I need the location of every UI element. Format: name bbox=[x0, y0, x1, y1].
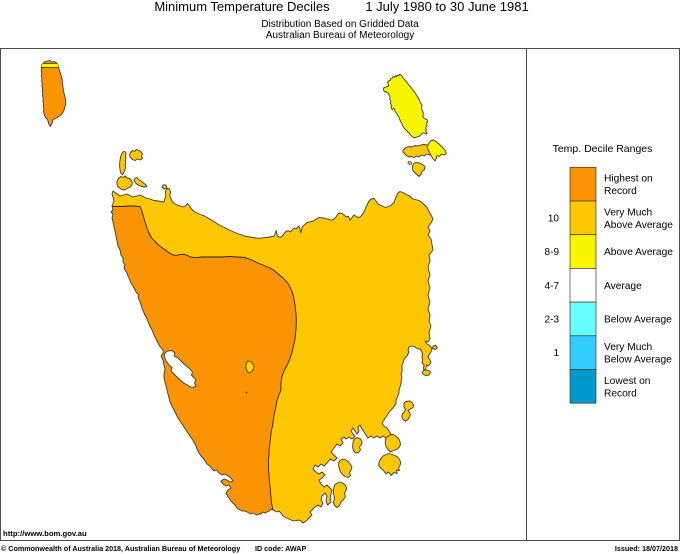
svg-text:Highest on: Highest on bbox=[604, 174, 653, 185]
svg-text:Below Average: Below Average bbox=[604, 314, 672, 325]
svg-text:Above Average: Above Average bbox=[604, 247, 673, 258]
svg-text:Average: Average bbox=[604, 281, 642, 292]
svg-text:ID code: AWAP: ID code: AWAP bbox=[255, 544, 306, 553]
svg-text:Record: Record bbox=[604, 186, 637, 197]
svg-text:Issued: 18/07/2018: Issued: 18/07/2018 bbox=[615, 544, 678, 553]
svg-text:2-3: 2-3 bbox=[545, 314, 560, 325]
svg-text:Temp. Decile Ranges: Temp. Decile Ranges bbox=[553, 143, 653, 155]
svg-text:4-7: 4-7 bbox=[545, 281, 560, 292]
svg-text:Below Average: Below Average bbox=[604, 355, 672, 366]
svg-text:1: 1 bbox=[553, 348, 559, 359]
svg-text:© Commonwealth of Australia 20: © Commonwealth of Australia 2018, Austra… bbox=[1, 544, 240, 553]
svg-text:8-9: 8-9 bbox=[545, 247, 560, 258]
svg-text:Record: Record bbox=[604, 388, 637, 399]
svg-text:Above Average: Above Average bbox=[604, 220, 673, 231]
svg-text:Lowest on: Lowest on bbox=[604, 376, 650, 387]
svg-text:Very Much: Very Much bbox=[604, 342, 652, 353]
svg-text:10: 10 bbox=[548, 213, 560, 224]
svg-text:Very Much: Very Much bbox=[604, 207, 652, 218]
svg-text:http://www.bom.gov.au: http://www.bom.gov.au bbox=[3, 529, 87, 538]
